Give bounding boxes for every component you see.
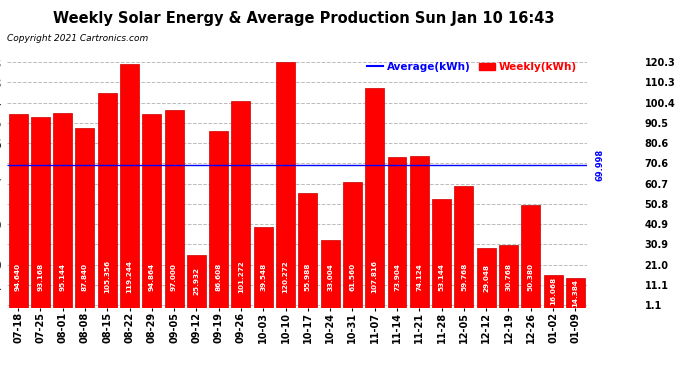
- Text: 120.272: 120.272: [282, 261, 288, 293]
- Bar: [544, 275, 562, 308]
- Text: 61.560: 61.560: [349, 263, 355, 291]
- Bar: [120, 64, 139, 308]
- Bar: [232, 101, 250, 308]
- Bar: [432, 199, 451, 308]
- Text: 74.124: 74.124: [416, 263, 422, 291]
- Bar: [8, 114, 28, 308]
- Text: 69.998: 69.998: [595, 148, 604, 181]
- Bar: [365, 87, 384, 308]
- Bar: [566, 278, 585, 308]
- Bar: [31, 117, 50, 308]
- Bar: [455, 186, 473, 308]
- Text: 50.380: 50.380: [528, 263, 534, 291]
- Text: 16.068: 16.068: [550, 277, 556, 305]
- Text: 39.548: 39.548: [260, 263, 266, 291]
- Text: 93.168: 93.168: [37, 263, 43, 291]
- Text: 55.988: 55.988: [305, 263, 311, 291]
- Bar: [522, 205, 540, 308]
- Text: Weekly Solar Energy & Average Production Sun Jan 10 16:43: Weekly Solar Energy & Average Production…: [53, 11, 554, 26]
- Text: 97.000: 97.000: [171, 263, 177, 291]
- Bar: [187, 255, 206, 308]
- Bar: [254, 227, 273, 308]
- Bar: [276, 62, 295, 308]
- Text: 33.004: 33.004: [327, 263, 333, 291]
- Bar: [477, 248, 495, 308]
- Text: 25.932: 25.932: [193, 267, 199, 295]
- Text: 29.048: 29.048: [483, 264, 489, 292]
- Bar: [298, 193, 317, 308]
- Text: 101.272: 101.272: [238, 261, 244, 293]
- Text: 107.816: 107.816: [372, 260, 377, 293]
- Text: 86.608: 86.608: [216, 263, 221, 291]
- Text: 119.244: 119.244: [126, 261, 132, 293]
- Text: 73.904: 73.904: [394, 263, 400, 291]
- Bar: [142, 114, 161, 308]
- Text: 53.144: 53.144: [439, 263, 444, 291]
- Text: 59.768: 59.768: [461, 263, 467, 291]
- Bar: [98, 93, 117, 308]
- Bar: [343, 182, 362, 308]
- Bar: [75, 128, 95, 308]
- Text: 30.768: 30.768: [506, 263, 511, 291]
- Bar: [209, 131, 228, 308]
- Bar: [388, 157, 406, 308]
- Text: 94.640: 94.640: [15, 263, 21, 291]
- Text: 94.864: 94.864: [149, 263, 155, 291]
- Text: Copyright 2021 Cartronics.com: Copyright 2021 Cartronics.com: [7, 34, 148, 43]
- Bar: [410, 156, 428, 308]
- Text: 95.144: 95.144: [59, 263, 66, 291]
- Text: 105.356: 105.356: [104, 260, 110, 294]
- Bar: [499, 245, 518, 308]
- Legend: Average(kWh), Weekly(kWh): Average(kWh), Weekly(kWh): [363, 58, 581, 76]
- Text: 14.384: 14.384: [572, 279, 578, 307]
- Bar: [321, 240, 339, 308]
- Text: 87.840: 87.840: [82, 263, 88, 291]
- Bar: [165, 110, 184, 308]
- Bar: [53, 113, 72, 308]
